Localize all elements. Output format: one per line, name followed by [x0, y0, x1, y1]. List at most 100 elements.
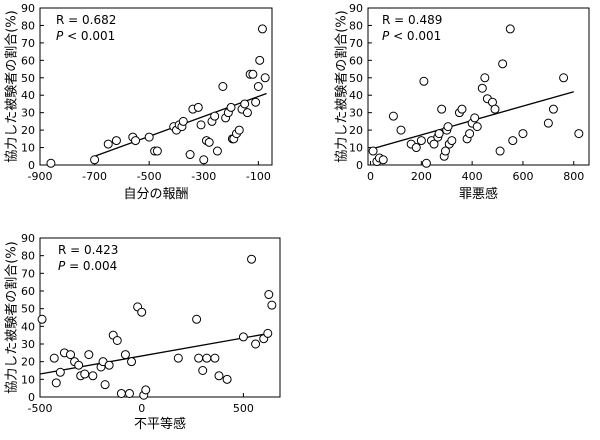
x-tick-label: -900	[28, 170, 53, 183]
data-point	[240, 99, 250, 109]
data-point	[144, 132, 154, 142]
data-point	[127, 357, 137, 367]
data-point	[49, 353, 59, 363]
data-point	[66, 350, 76, 360]
data-point	[447, 136, 457, 146]
data-point	[480, 73, 490, 83]
y-tick-label: 40	[21, 89, 35, 102]
x-axis-title: 罪悪感	[459, 186, 498, 202]
data-point	[490, 104, 500, 114]
data-point	[210, 111, 220, 121]
p-value-text: P = 0.004	[58, 259, 117, 273]
data-point	[238, 332, 248, 342]
data-point	[46, 158, 56, 168]
correlation-text: R = 0.682	[56, 13, 116, 27]
data-point	[255, 55, 265, 65]
x-tick-label: 0	[138, 402, 145, 415]
data-point	[421, 158, 431, 168]
data-point	[257, 24, 267, 34]
data-point	[498, 59, 508, 69]
p-symbol: P	[56, 29, 64, 43]
y-tick-label: 60	[349, 54, 363, 67]
y-tick-label: 70	[21, 37, 35, 50]
data-point	[247, 254, 257, 264]
data-point	[472, 122, 482, 132]
y-tick-label: 0	[28, 391, 35, 404]
x-axis-title: 不平等感	[134, 416, 186, 432]
data-point	[137, 307, 147, 317]
x-axis-title: 自分の報酬	[123, 187, 188, 202]
data-point	[212, 146, 222, 156]
data-point	[396, 125, 406, 135]
data-point	[260, 73, 270, 83]
y-tick-label: 60	[21, 54, 35, 67]
x-tick-label: 800	[563, 170, 584, 183]
data-point	[202, 353, 212, 363]
data-point	[152, 146, 162, 156]
x-tick-label: -300	[191, 170, 216, 183]
y-tick-label: 80	[21, 19, 35, 32]
data-point	[84, 350, 94, 360]
y-tick-label: 70	[349, 37, 363, 50]
y-axis-title: 協力した被験者の割合(%)	[4, 10, 20, 163]
y-tick-label: 80	[349, 19, 363, 32]
data-point	[88, 371, 98, 381]
data-point	[251, 339, 261, 349]
data-point	[74, 360, 84, 370]
data-point	[419, 76, 429, 86]
data-point	[559, 73, 569, 83]
p-value: < 0.001	[63, 29, 115, 43]
p-value: = 0.004	[65, 259, 117, 273]
y-tick-label: 10	[21, 373, 35, 386]
data-point	[178, 116, 188, 126]
y-tick-label: 70	[21, 267, 35, 280]
data-point	[116, 388, 126, 398]
data-point	[103, 139, 113, 149]
data-point	[495, 146, 505, 156]
y-tick-label: 40	[349, 89, 363, 102]
y-tick-label: 30	[21, 338, 35, 351]
data-point	[548, 104, 558, 114]
data-point	[574, 129, 584, 139]
data-point	[248, 69, 258, 79]
x-tick-label: 600	[512, 170, 533, 183]
correlation-text: R = 0.423	[58, 243, 118, 257]
x-tick-label: 400	[462, 170, 483, 183]
data-point	[411, 143, 421, 153]
y-tick-label: 90	[349, 2, 363, 15]
data-point	[194, 353, 204, 363]
data-point	[226, 102, 236, 112]
y-tick-label: 10	[21, 142, 35, 155]
y-tick-label: 40	[21, 320, 35, 333]
y-axis-title: 協力した被験者の割合(%)	[334, 10, 350, 163]
y-tick-label: 30	[349, 107, 363, 120]
x-tick-label: -500	[137, 170, 162, 183]
p-value-text: P < 0.001	[382, 29, 441, 43]
data-point	[477, 83, 487, 93]
data-point	[100, 380, 110, 390]
x-tick-label: -500	[28, 402, 53, 415]
data-point	[192, 314, 202, 324]
data-point	[429, 139, 439, 149]
p-value-text: P < 0.001	[56, 29, 115, 43]
p-symbol: P	[382, 29, 390, 43]
p-value: < 0.001	[389, 29, 441, 43]
y-axis-title: 協力した被験者の割合(%)	[4, 241, 20, 394]
p-symbol: P	[58, 259, 66, 273]
plot-frame	[367, 7, 590, 166]
scatter-panel-1: 0 10 20 30 40 50 60 70 80 90 -900 -700 -500 -300 -100 自…	[4, 2, 273, 202]
y-tick-label: 20	[21, 356, 35, 369]
data-point	[416, 136, 426, 146]
y-tick-label: 20	[349, 124, 363, 137]
data-point	[234, 125, 244, 135]
data-point	[199, 155, 209, 165]
data-point	[457, 104, 467, 114]
data-point	[214, 371, 224, 381]
x-tick-label: 0	[367, 170, 374, 183]
x-tick-label: -100	[246, 170, 271, 183]
y-tick-label: 90	[21, 2, 35, 15]
data-point	[37, 314, 47, 324]
data-point	[80, 369, 90, 379]
data-point	[251, 97, 261, 107]
